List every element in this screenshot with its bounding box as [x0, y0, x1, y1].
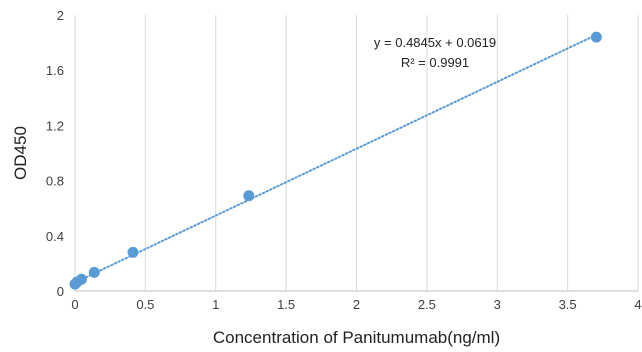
data-point	[127, 246, 139, 258]
y-tick-label: 0	[57, 284, 64, 299]
data-points	[69, 31, 602, 290]
linear-trendline	[74, 33, 598, 284]
x-tick-label: 1.5	[277, 297, 295, 312]
y-tick-label: 2	[57, 8, 64, 23]
data-point	[590, 31, 602, 43]
x-axis-title: Concentration of Panitumumab(ng/ml)	[213, 328, 500, 347]
x-tick-label: 1	[212, 297, 219, 312]
x-tick-labels: 0 0.5 1 1.5 2 2.5 3 3.5 4	[71, 297, 641, 312]
gridlines	[74, 15, 639, 291]
y-tick-label: 1.2	[46, 118, 64, 133]
x-tick-label: 2.5	[418, 297, 436, 312]
data-point	[243, 190, 255, 202]
x-tick-label: 3	[494, 297, 501, 312]
y-tick-label: 1.6	[46, 63, 64, 78]
y-tick-labels: 0 0.4 0.8 1.2 1.6 2	[46, 8, 64, 299]
data-point	[75, 273, 87, 285]
x-tick-label: 2	[353, 297, 360, 312]
y-tick-label: 0.8	[46, 174, 64, 189]
y-axis-title: OD450	[11, 126, 30, 180]
data-point	[88, 266, 100, 278]
trendline-equation: y = 0.4845x + 0.0619	[374, 35, 496, 50]
y-tick-label: 0.4	[46, 229, 64, 244]
x-tick-label: 4	[634, 297, 641, 312]
r-squared-label: R² = 0.9991	[401, 55, 469, 70]
x-tick-label: 0.5	[136, 297, 154, 312]
x-tick-label: 0	[71, 297, 78, 312]
x-tick-label: 3.5	[559, 297, 577, 312]
